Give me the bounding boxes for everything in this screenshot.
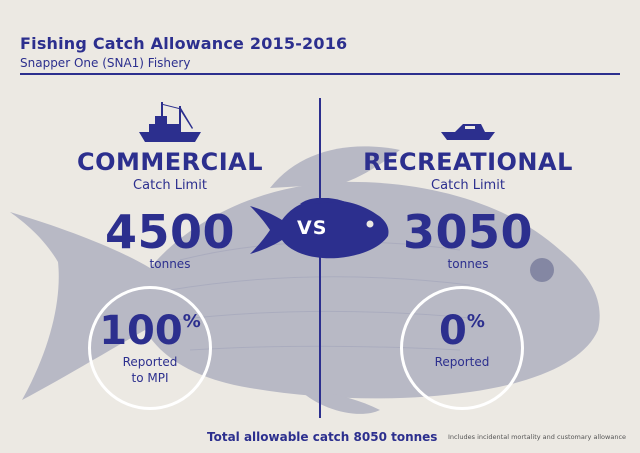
footer-note: Includes incidental mortality and custom… xyxy=(448,433,627,441)
fishing-trawler-icon xyxy=(139,102,201,142)
commercial-reported-percent: 100% xyxy=(99,308,201,354)
header-divider xyxy=(20,73,620,75)
commercial-limit: 4500 xyxy=(104,205,236,259)
recreational-unit: tonnes xyxy=(447,257,489,271)
recreational-reported-circle: 0% Reported xyxy=(400,286,524,410)
commercial-subheading: Catch Limit xyxy=(133,178,207,193)
fish-eye-icon xyxy=(530,258,554,282)
recreational-limit: 3050 xyxy=(402,205,534,259)
commercial-section: COMMERCIAL Catch Limit 4500 tonnes xyxy=(40,100,300,271)
snapper-fish-icon xyxy=(250,198,389,259)
commercial-reported-label: Reported to MPI xyxy=(122,355,178,385)
header: Fishing Catch Allowance 2015-2016 Snappe… xyxy=(20,34,620,70)
recreational-reported-percent: 0% xyxy=(439,308,485,354)
recreational-subheading: Catch Limit xyxy=(431,178,505,193)
recreational-reported-label: Reported xyxy=(434,355,490,369)
total-catch-text: Total allowable catch 8050 tonnes xyxy=(207,430,438,444)
commercial-reported-circle: 100% Reported to MPI xyxy=(88,286,212,410)
center-divider xyxy=(319,98,321,418)
page-title: Fishing Catch Allowance 2015-2016 xyxy=(20,34,348,53)
page-subtitle: Snapper One (SNA1) Fishery xyxy=(20,56,191,70)
vs-label: VS xyxy=(297,217,328,239)
recreational-section: RECREATIONAL Catch Limit 3050 tonnes xyxy=(338,100,598,271)
speedboat-icon xyxy=(441,124,495,140)
commercial-heading: COMMERCIAL xyxy=(76,148,264,176)
commercial-unit: tonnes xyxy=(149,257,191,271)
recreational-heading: RECREATIONAL xyxy=(363,148,573,176)
